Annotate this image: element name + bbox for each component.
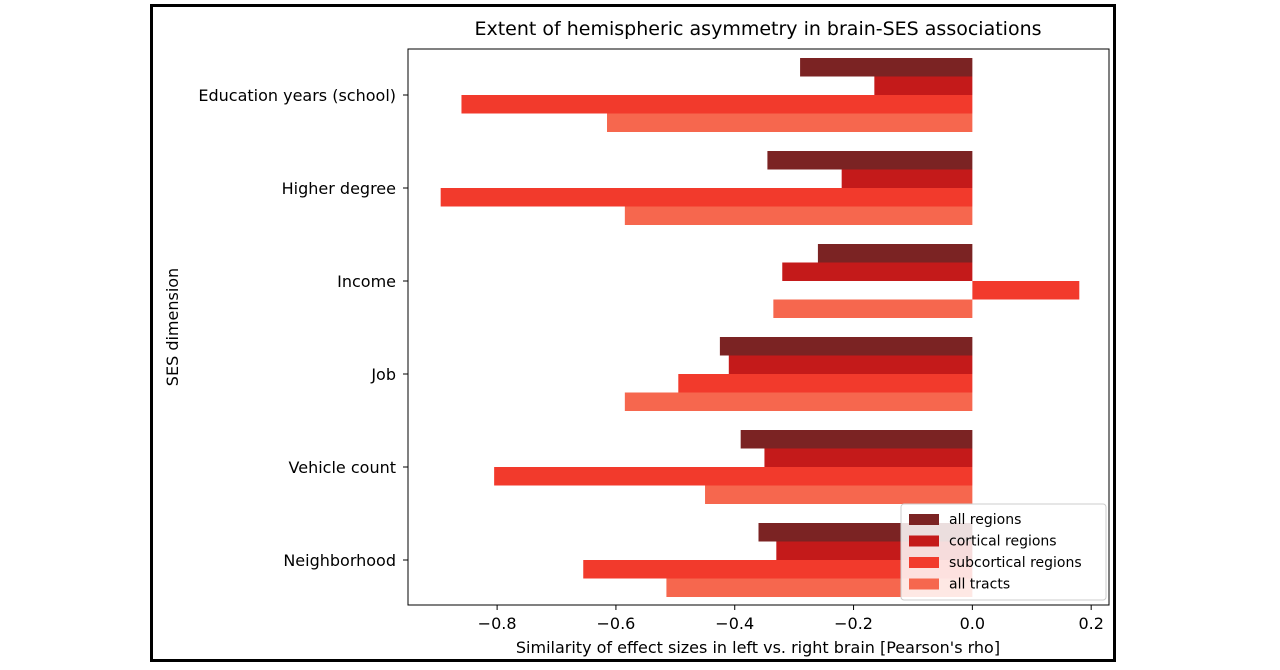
bar-all-tracts-4 [705, 485, 973, 504]
x-tick-label: −0.2 [834, 614, 873, 633]
bar-all-regions-3 [719, 337, 973, 356]
bar-cortical-regions-2 [782, 262, 973, 281]
y-tick-label: Higher degree [282, 179, 396, 198]
y-axis-label: SES dimension [163, 268, 182, 386]
y-tick-label: Vehicle count [289, 458, 396, 477]
x-tick-label: −0.6 [596, 614, 635, 633]
x-axis: −0.8 −0.6 −0.4 −0.2 0.0 0.2 [478, 605, 1104, 633]
y-tick-label: Job [370, 365, 396, 384]
bar-all-regions-0 [800, 58, 973, 77]
y-tick-label: Neighborhood [283, 551, 396, 570]
bar-subcortical-regions-0 [461, 95, 973, 114]
bar-all-tracts-1 [624, 206, 973, 225]
bar-subcortical-regions-1 [440, 188, 973, 207]
bar-all-regions-1 [767, 151, 973, 170]
plot-area [407, 48, 1110, 606]
legend-label: cortical regions [949, 534, 1057, 550]
bar-all-tracts-0 [607, 113, 973, 132]
bar-subcortical-regions-3 [678, 374, 973, 393]
legend-swatch [909, 578, 939, 590]
bar-chart: Extent of hemispheric asymmetry in brain… [163, 18, 1110, 657]
legend-label: all regions [949, 512, 1021, 528]
chart-title: Extent of hemispheric asymmetry in brain… [474, 18, 1041, 40]
y-axis: Education years (school) Higher degree Inc… [198, 86, 408, 570]
bar-all-regions-2 [817, 244, 973, 263]
bar-all-regions-4 [740, 430, 973, 449]
legend-swatch [909, 557, 939, 568]
legend-label: subcortical regions [949, 555, 1082, 571]
bar-cortical-regions-3 [728, 355, 973, 374]
chart-frame: Extent of hemispheric asymmetry in brain… [150, 4, 1116, 662]
bar-subcortical-regions-2 [972, 281, 1080, 300]
bar-all-tracts-3 [624, 392, 973, 411]
bar-cortical-regions-0 [874, 76, 973, 95]
y-tick-label: Income [337, 272, 396, 291]
x-tick-label: 0.0 [960, 614, 985, 633]
bar-all-tracts-5 [666, 578, 973, 597]
bar-subcortical-regions-5 [583, 560, 973, 579]
x-tick-label: −0.8 [478, 614, 517, 633]
x-tick-label: −0.4 [715, 614, 754, 633]
x-tick-label: 0.2 [1078, 614, 1103, 633]
x-axis-label: Similarity of effect sizes in left vs. r… [516, 638, 1000, 657]
bar-cortical-regions-1 [841, 169, 973, 188]
legend-swatch [909, 514, 939, 525]
legend-box [900, 503, 1107, 601]
legend-swatch [909, 535, 939, 547]
legend-label: all tracts [949, 577, 1010, 593]
legend: all regions cortical regions subcortical r… [900, 503, 1107, 601]
bar-all-tracts-2 [773, 299, 973, 318]
bar-subcortical-regions-4 [494, 467, 973, 486]
y-tick-label: Education years (school) [198, 86, 396, 105]
bar-cortical-regions-4 [764, 448, 973, 467]
